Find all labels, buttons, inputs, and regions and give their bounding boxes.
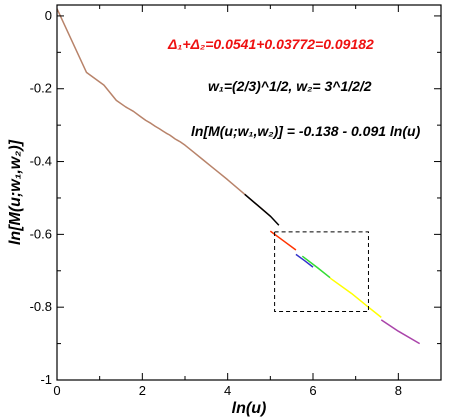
annotation-weights: w₁=(2/3)^1/2, w₂= 3^1/2/2	[208, 78, 372, 94]
x-tick-label: 4	[224, 383, 231, 398]
annotations: Δ₁+Δ₂=0.0541+0.03772=0.09182 w₁=(2/3)^1/2…	[167, 36, 421, 139]
y-tick-label: -0.4	[30, 154, 52, 169]
x-tick-label: 6	[309, 383, 316, 398]
x-tick-label: 2	[139, 383, 146, 398]
axes: 0 2 4 6 8 0 -0.2 -0.4 -0.6 -0.8 -1 ln(u) ln[M(u;w₁,w…	[7, 4, 442, 417]
plot-frame	[56, 4, 442, 381]
x-tick-label: 0	[53, 383, 60, 398]
annotation-delta-sum: Δ₁+Δ₂=0.0541+0.03772=0.09182	[167, 36, 374, 52]
y-tick-label: -1	[40, 372, 52, 387]
x-axis-title: ln(u)	[232, 400, 267, 417]
series-line-2	[244, 193, 280, 226]
y-tick-label: -0.6	[30, 226, 52, 241]
series-line-5	[301, 255, 331, 279]
series-line-4	[295, 253, 314, 268]
series-line-1	[56, 8, 271, 217]
x-tick-label: 8	[395, 383, 402, 398]
highlight-box	[274, 231, 369, 313]
series-line-6	[329, 277, 382, 318]
y-axis-title: ln[M(u;w₁,w₂)]	[7, 139, 24, 245]
series-line-7	[380, 319, 421, 345]
y-tick-label: -0.8	[30, 299, 52, 314]
plot-area	[56, 8, 421, 345]
y-tick-label: -0.2	[30, 81, 52, 96]
y-tick-label: 0	[45, 8, 52, 23]
annotation-fit: ln[M(u;w₁,w₂)] = -0.138 - 0.091 ln(u)	[191, 123, 421, 139]
